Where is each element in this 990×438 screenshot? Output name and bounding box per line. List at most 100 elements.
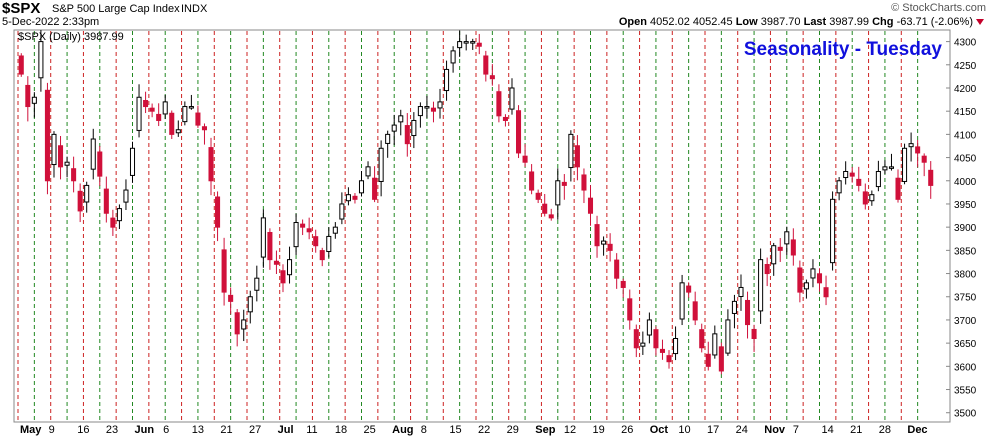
candle — [797, 260, 803, 303]
candle — [352, 193, 358, 204]
candle-body-up — [260, 217, 266, 258]
candle-body-up — [869, 194, 875, 202]
x-tick-label: Jun — [135, 424, 155, 436]
candle-body-down — [306, 228, 312, 233]
x-tick-label: 21 — [850, 424, 862, 436]
candle — [84, 181, 90, 213]
x-tick-label: 26 — [621, 424, 633, 436]
candle-body-down — [201, 126, 207, 131]
x-tick-label: 8 — [421, 424, 427, 436]
candle — [915, 139, 921, 168]
x-tick-label: 11 — [306, 424, 317, 436]
candle — [188, 94, 194, 110]
y-tick-label: 3950 — [954, 200, 977, 211]
candle-body-up — [129, 147, 136, 176]
candle-body-up — [882, 166, 888, 171]
candle-body-up — [247, 296, 253, 313]
candle — [594, 215, 600, 258]
candle-body-down — [18, 55, 24, 75]
symbol-title: $SPX — [2, 0, 41, 17]
candle-body-down — [823, 287, 829, 298]
x-tick-label: 23 — [106, 424, 118, 436]
candle — [300, 219, 306, 236]
candle-body-up — [254, 277, 260, 291]
candle-body-down — [790, 239, 796, 256]
candle — [731, 294, 737, 329]
stockcharts-credit[interactable]: © StockCharts.com — [891, 2, 986, 14]
candle-body-up — [771, 245, 777, 265]
candle-body-up — [287, 259, 293, 276]
candle — [895, 169, 901, 203]
candle-body-down — [620, 280, 626, 288]
candle-body-down — [228, 294, 234, 302]
candle — [830, 191, 836, 271]
candle-body-down — [594, 224, 600, 247]
candle — [875, 160, 881, 192]
candle — [18, 53, 24, 77]
candle-body-down — [921, 155, 927, 163]
low-label: Low — [735, 16, 758, 28]
candle — [699, 323, 705, 353]
candle — [64, 156, 70, 178]
last-label: Last — [803, 16, 827, 28]
candle-body-up — [391, 124, 397, 132]
candle-body-down — [25, 84, 31, 108]
candle — [489, 64, 495, 86]
open-label: Open — [618, 16, 647, 28]
candle-body-down — [110, 217, 116, 228]
candle-body-down — [195, 112, 201, 126]
down-arrow-icon — [976, 19, 984, 26]
candle — [888, 153, 894, 171]
candle-body-down — [915, 146, 921, 154]
candle-body-up — [555, 180, 561, 206]
candle — [156, 103, 162, 127]
candle-body-up — [90, 138, 96, 170]
seasonality-title: Seasonality - Tuesday — [744, 39, 943, 60]
candle-body-down — [77, 190, 83, 212]
candle — [542, 193, 548, 217]
candle — [653, 326, 659, 356]
candle-body-down — [548, 214, 554, 219]
candle — [633, 324, 639, 358]
candle — [771, 242, 777, 276]
candle-body-down — [404, 125, 410, 145]
candle-body-down — [692, 301, 698, 321]
candle — [38, 30, 44, 92]
candle-body-up — [64, 161, 70, 166]
candle — [522, 144, 528, 167]
candle-body-up — [712, 333, 718, 356]
candle-body-up — [646, 319, 652, 336]
candle — [103, 176, 109, 223]
candle — [555, 168, 561, 220]
candle-body-up — [38, 41, 44, 79]
candle — [372, 166, 378, 203]
candle-body-down — [352, 195, 358, 200]
candle — [280, 264, 286, 293]
candle — [823, 275, 829, 306]
candle-body-down — [895, 177, 901, 200]
candle — [712, 325, 718, 359]
y-tick-label: 4300 — [954, 38, 977, 49]
candle-body-up — [188, 106, 194, 109]
candle-body-up — [437, 101, 443, 109]
x-tick-label: 7 — [793, 424, 799, 436]
candle — [725, 309, 731, 356]
candle-body-down — [659, 348, 665, 353]
candle — [208, 137, 214, 196]
candle-body-up — [182, 106, 188, 123]
y-tick-label: 3900 — [954, 223, 977, 234]
candle — [267, 228, 273, 270]
candle — [535, 189, 541, 204]
x-tick-label: 22 — [478, 424, 490, 436]
y-tick-label: 3750 — [954, 293, 977, 304]
y-tick-label: 4000 — [954, 177, 977, 188]
candle-body-up — [241, 319, 247, 330]
candle — [221, 237, 227, 306]
candle — [25, 76, 31, 122]
x-tick-label: 16 — [77, 424, 89, 436]
quote-date: 5-Dec-2022 2:33pm — [2, 16, 100, 28]
candle-body-up — [725, 319, 731, 354]
candle-body-down — [149, 107, 155, 112]
x-tick-label: 6 — [163, 424, 169, 436]
candle — [659, 339, 665, 360]
